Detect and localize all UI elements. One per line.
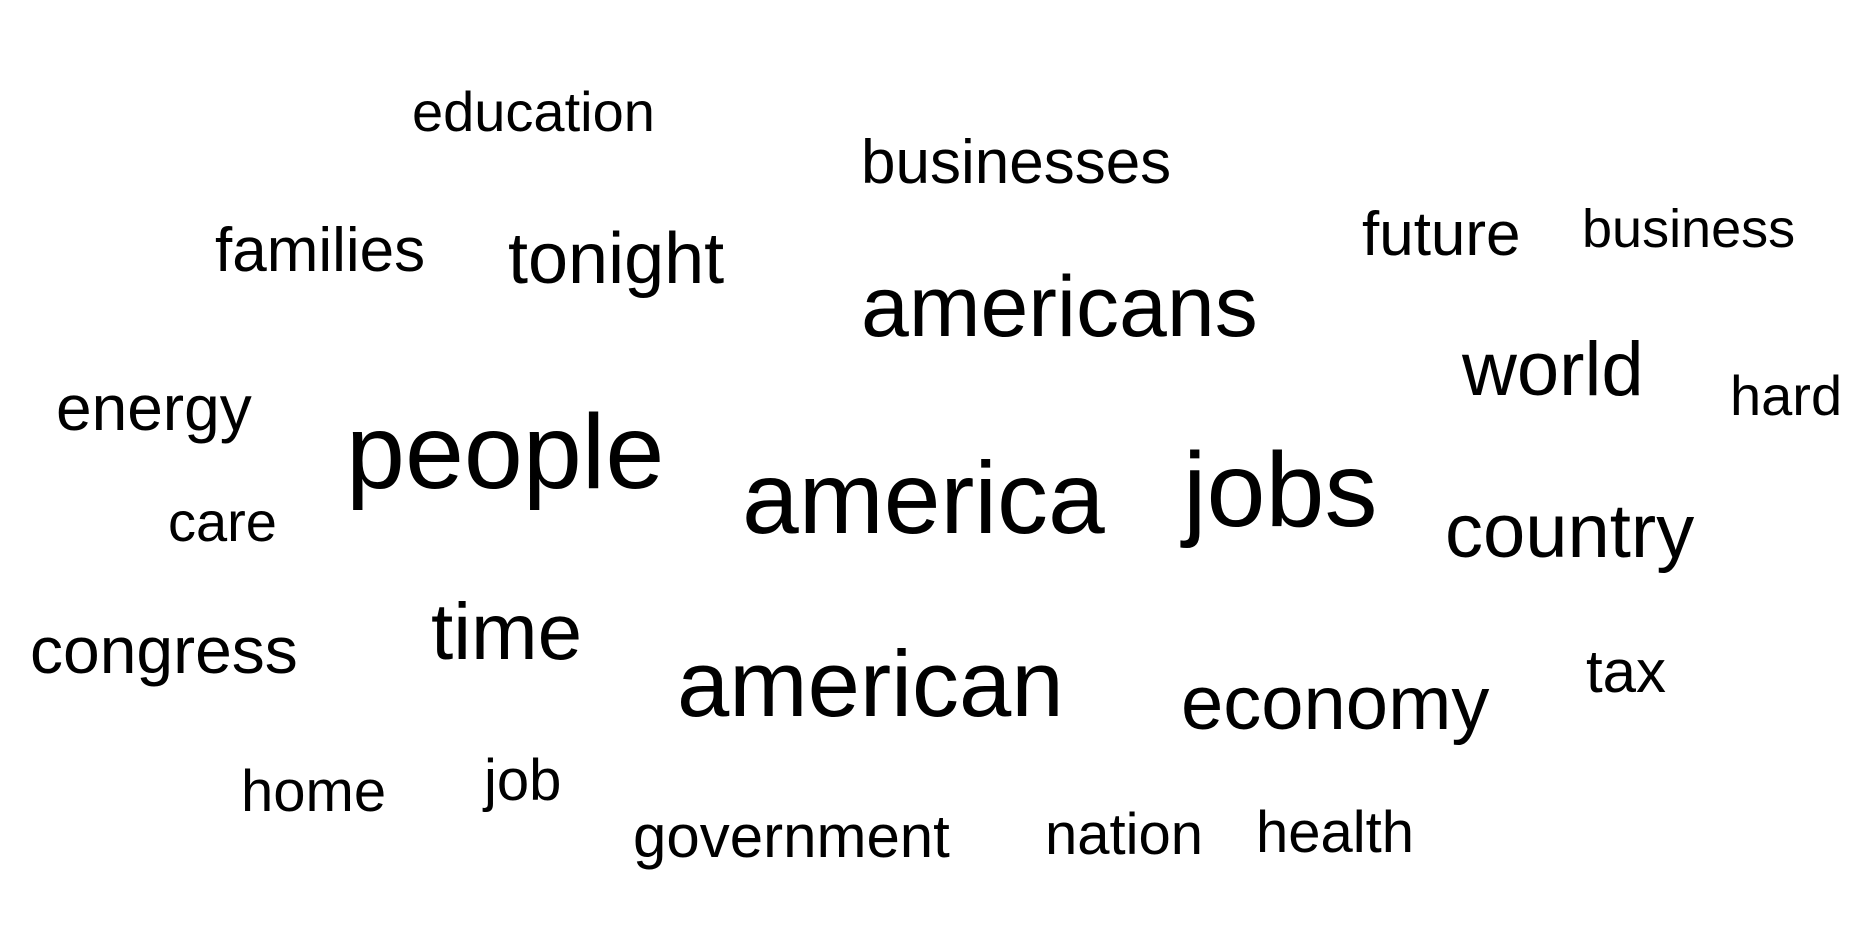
word-tax: tax — [1586, 638, 1667, 705]
word-economy: economy — [1181, 661, 1490, 746]
word-american: american — [677, 631, 1064, 736]
word-country: country — [1445, 489, 1695, 574]
word-education: education — [412, 80, 655, 143]
word-time: time — [431, 587, 583, 676]
word-families: families — [215, 216, 426, 285]
word-health: health — [1256, 800, 1415, 865]
word-businesses: businesses — [861, 128, 1172, 197]
word-government: government — [633, 803, 950, 870]
word-home: home — [241, 759, 387, 824]
word-energy: energy — [56, 372, 252, 444]
word-job: job — [484, 748, 562, 813]
word-care: care — [168, 490, 277, 553]
word-nation: nation — [1045, 802, 1204, 867]
word-business: business — [1582, 199, 1796, 259]
word-future: future — [1362, 200, 1521, 269]
word-tonight: tonight — [508, 219, 725, 299]
word-world: world — [1462, 327, 1644, 412]
word-people: people — [346, 393, 665, 511]
word-jobs: jobs — [1183, 431, 1378, 549]
word-americans: americans — [861, 259, 1258, 355]
word-hard: hard — [1730, 364, 1843, 427]
word-america: america — [742, 441, 1105, 555]
word-congress: congress — [30, 613, 298, 687]
